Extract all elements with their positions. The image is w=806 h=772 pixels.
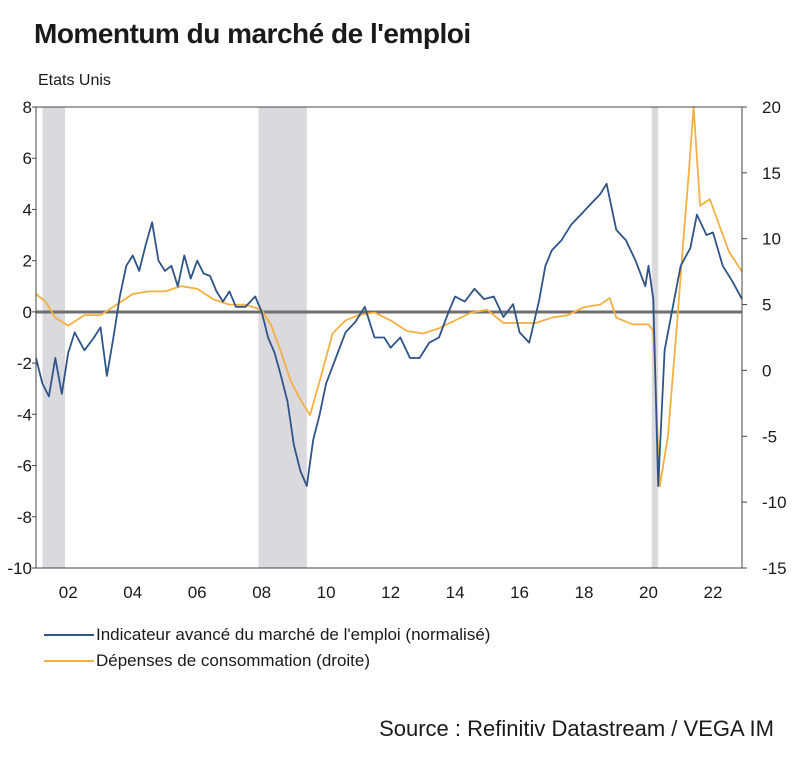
x-axis: 02 04 06 08 10 12 14 16 18 20 22 (59, 583, 723, 602)
left-tick-label: 8 (23, 98, 32, 117)
legend-label-employment: Indicateur avancé du marché de l'emploi … (96, 625, 491, 644)
left-tick-label: 6 (23, 149, 32, 168)
legend-item-employment: Indicateur avancé du marché de l'emploi … (44, 622, 490, 648)
right-tick-label: -10 (762, 493, 787, 512)
recession-band-1 (258, 107, 307, 568)
left-tick-label: 4 (23, 200, 32, 219)
left-axis: 8 6 4 2 0 -2 -4 -6 -8 -10 (7, 98, 36, 578)
chart-title: Momentum du marché de l'emploi (34, 18, 471, 49)
x-tick-label: 12 (381, 583, 400, 602)
left-tick-label: -8 (17, 508, 32, 527)
series-lines (35, 106, 743, 488)
x-tick-label: 08 (252, 583, 271, 602)
x-tick-label: 22 (704, 583, 723, 602)
right-tick-label: 5 (762, 296, 771, 315)
legend-swatch-consumption (44, 660, 94, 662)
left-tick-label: -10 (7, 559, 32, 578)
right-axis: 20 15 10 5 0 -5 -10 -15 (742, 98, 787, 578)
x-tick-label: 16 (510, 583, 529, 602)
left-tick-label: 2 (23, 252, 32, 271)
recession-bands (42, 107, 659, 568)
legend-swatch-employment (44, 634, 94, 636)
series-line-consumption (35, 106, 743, 488)
source-note: Source : Refinitiv Datastream / VEGA IM (379, 716, 774, 741)
right-tick-label: 15 (762, 164, 781, 183)
right-tick-label: -5 (762, 427, 777, 446)
right-tick-label: 20 (762, 98, 781, 117)
chart-subtitle: Etats Unis (38, 72, 111, 89)
right-tick-label: -15 (762, 559, 787, 578)
x-tick-label: 18 (575, 583, 594, 602)
left-tick-label: -4 (17, 405, 32, 424)
left-tick-label: -2 (17, 354, 32, 373)
x-tick-label: 06 (188, 583, 207, 602)
plot-frame (35, 106, 743, 569)
series-line-employment (35, 182, 743, 487)
right-tick-label: 10 (762, 230, 781, 249)
legend-item-consumption: Dépenses de consommation (droite) (44, 648, 490, 674)
legend-label-consumption: Dépenses de consommation (droite) (96, 651, 371, 670)
x-tick-label: 10 (317, 583, 336, 602)
recession-band-0 (42, 107, 66, 568)
left-tick-label: -6 (17, 457, 32, 476)
left-tick-label: 0 (23, 303, 32, 322)
x-tick-label: 04 (123, 583, 142, 602)
x-tick-label: 14 (446, 583, 465, 602)
legend: Indicateur avancé du marché de l'emploi … (44, 622, 490, 674)
right-tick-label: 0 (762, 361, 771, 380)
x-tick-label: 20 (639, 583, 658, 602)
x-tick-label: 02 (59, 583, 78, 602)
